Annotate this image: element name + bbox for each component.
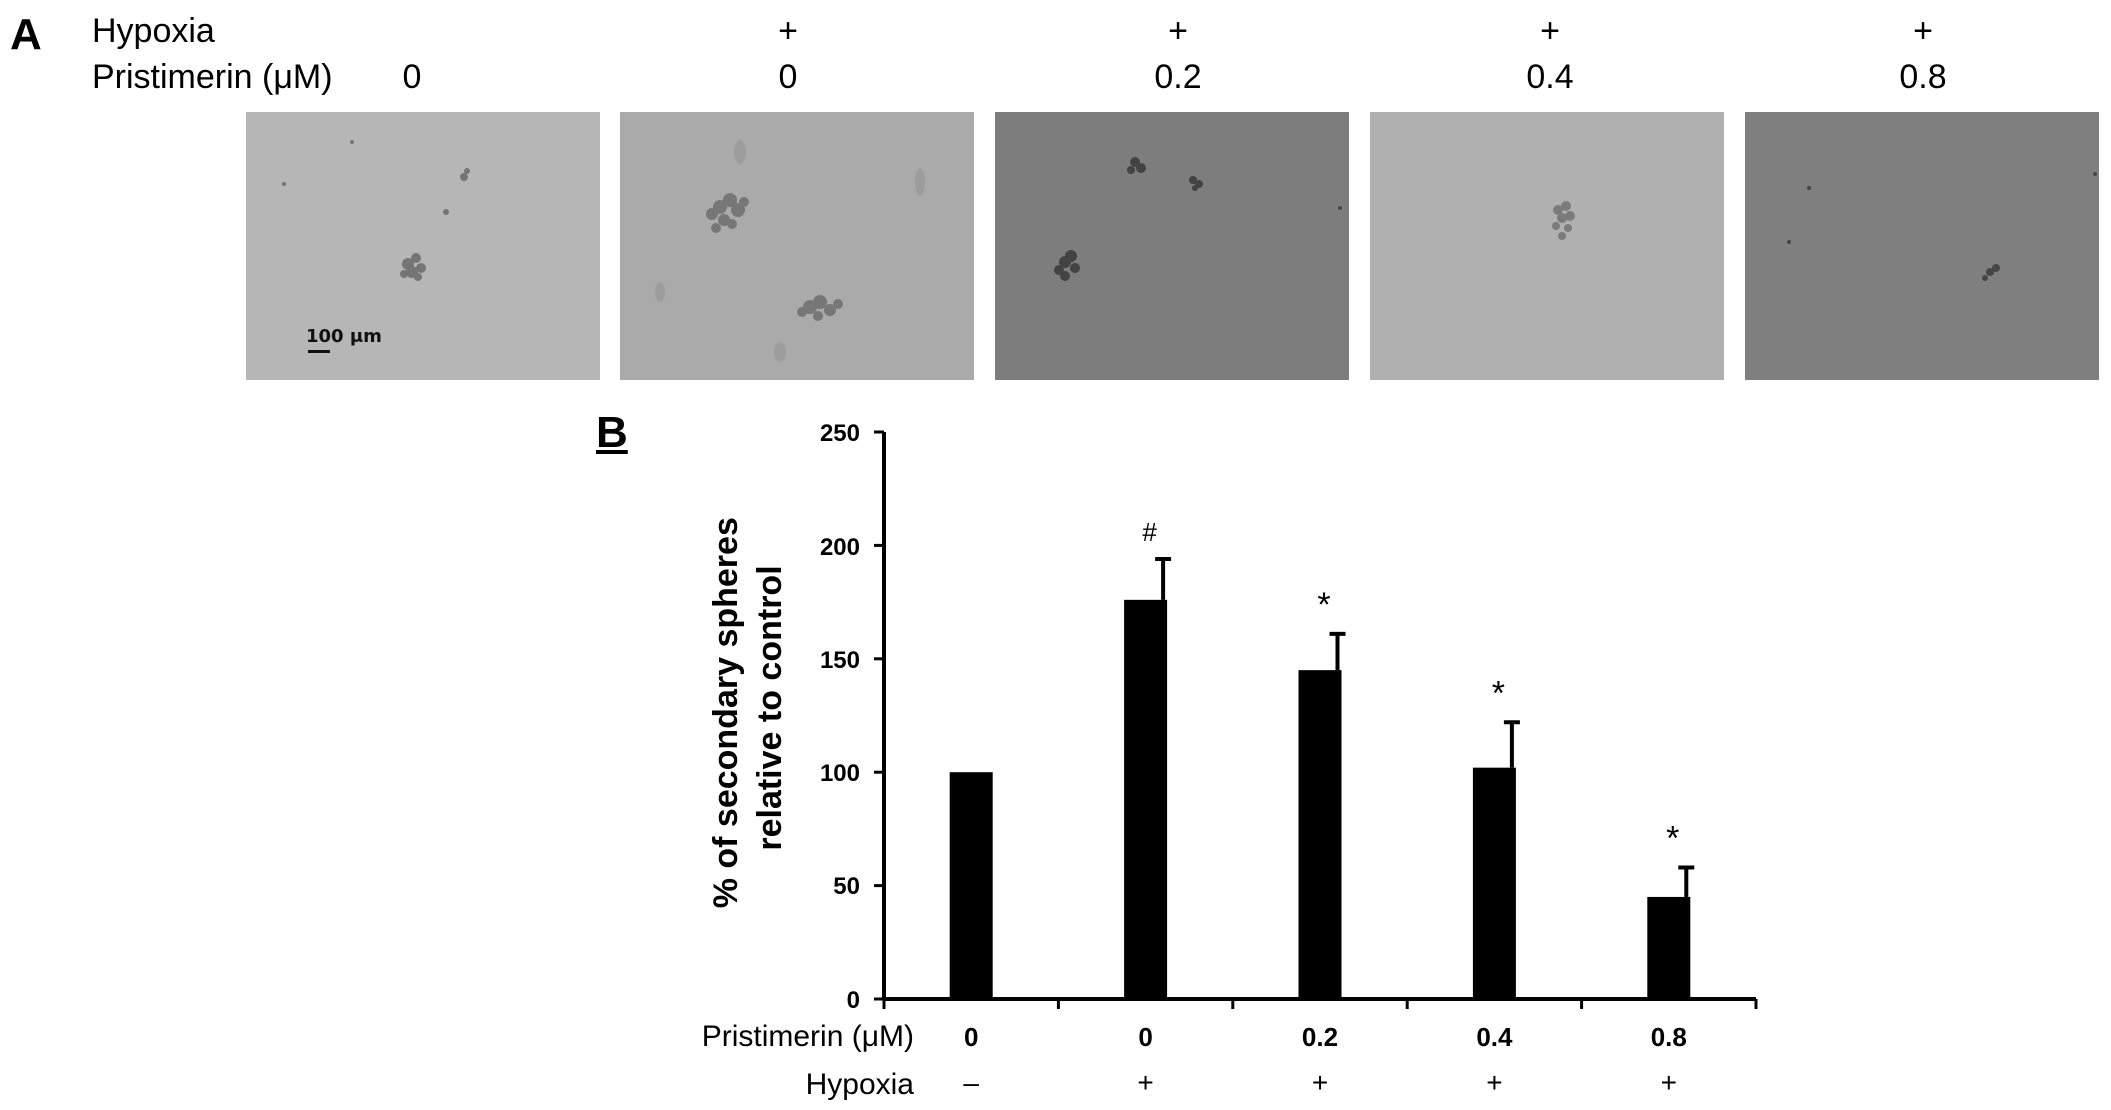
micrograph-panel-2 (620, 112, 974, 380)
y-tick-label-150: 150 (820, 647, 860, 674)
x-category-label-1: 0 (964, 1022, 978, 1052)
hypoxia-value-5: + (1913, 12, 1933, 50)
micrograph-panel-3 (995, 112, 1349, 380)
x-category-label-2: 0 (1138, 1022, 1152, 1052)
significance-mark-5: * (1666, 819, 1679, 857)
x-hypoxia-label-5: + (1661, 1067, 1677, 1098)
pristimerin-value-1: 0 (402, 58, 422, 96)
y-tick-group: 0 50 100 150 200 250 (820, 420, 860, 1014)
panel-a-letter: A (10, 10, 42, 59)
hypoxia-row-label: Hypoxia (92, 12, 215, 50)
x-category-label-5: 0.8 (1651, 1022, 1687, 1052)
bar-5 (1647, 896, 1691, 999)
bar-2 (1124, 599, 1168, 999)
hypoxia-value-4: + (1540, 12, 1560, 50)
micrograph-panel-1: 100 μm (246, 112, 600, 380)
hypoxia-value-3: + (1168, 12, 1188, 50)
y-tick-label-250: 250 (820, 420, 860, 447)
micrograph-2-image (620, 112, 974, 380)
significance-mark-4: * (1492, 674, 1505, 712)
x-hypoxia-label-3: + (1312, 1067, 1328, 1098)
significance-mark-3: * (1317, 586, 1330, 624)
panel-b-letter: B (596, 408, 628, 457)
pristimerin-value-5: 0.8 (1899, 58, 1947, 96)
y-tick-label-100: 100 (820, 760, 860, 787)
pristimerin-axis-label: Pristimerin (μM) (702, 1020, 914, 1053)
pristimerin-value-3: 0.2 (1154, 58, 1202, 96)
micrograph-5-image (1745, 112, 2099, 380)
pristimerin-value-4: 0.4 (1526, 58, 1574, 96)
x-hypoxia-label-4: + (1486, 1067, 1502, 1098)
y-axis-label-line-2: relative to control (751, 565, 789, 850)
micrograph-panel-5 (1745, 112, 2099, 380)
pristimerin-value-2: 0 (778, 58, 798, 96)
pristimerin-row-label: Pristimerin (μM) (92, 58, 333, 96)
y-axis-label-line-1: % of secondary spheres (707, 517, 745, 908)
bar-3 (1298, 670, 1342, 999)
micrograph-panel-4 (1370, 112, 1724, 380)
hypoxia-axis-label: Hypoxia (806, 1068, 915, 1101)
x-hypoxia-label-1: – (963, 1067, 979, 1098)
scale-bar (308, 350, 330, 353)
micrograph-1-image (246, 112, 600, 380)
micrograph-4-image (1370, 112, 1724, 380)
y-tick-label-50: 50 (833, 873, 860, 900)
micrograph-3-image (995, 112, 1349, 380)
x-category-label-4: 0.4 (1476, 1022, 1513, 1052)
scale-bar-label: 100 μm (306, 326, 382, 347)
bar-1 (949, 772, 993, 999)
y-axis-label: % of secondary spheres relative to contr… (707, 508, 789, 909)
bar-4 (1472, 767, 1516, 999)
x-category-label-3: 0.2 (1302, 1022, 1338, 1052)
y-tick-label-0: 0 (847, 987, 860, 1014)
significance-mark-2: # (1142, 517, 1157, 547)
y-tick-label-200: 200 (820, 534, 860, 561)
x-hypoxia-label-2: + (1137, 1067, 1153, 1098)
hypoxia-value-2: + (778, 12, 798, 50)
